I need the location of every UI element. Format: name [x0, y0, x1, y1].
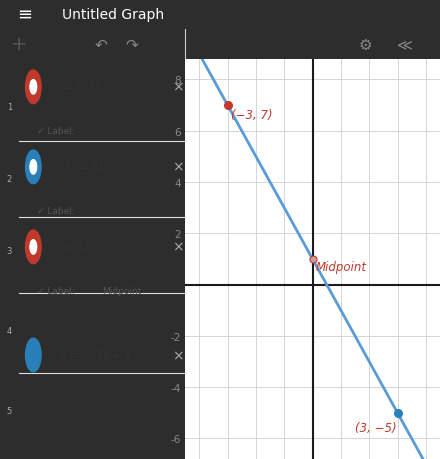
Circle shape	[26, 151, 41, 184]
Text: Untitled Graph: Untitled Graph	[62, 8, 164, 22]
Text: ⚙: ⚙	[359, 37, 372, 52]
Text: 4: 4	[7, 327, 12, 336]
Text: ✓ Label:: ✓ Label:	[37, 287, 75, 296]
Text: ≪: ≪	[397, 37, 413, 52]
Text: ×: ×	[172, 348, 183, 362]
Circle shape	[30, 240, 37, 255]
Text: $(3,-5)$: $(3,-5)$	[59, 160, 105, 175]
Text: ×: ×	[172, 241, 183, 254]
Text: $(0,1)$: $(0,1)$	[59, 240, 90, 255]
Text: Midpoint: Midpoint	[316, 261, 367, 274]
Text: $(-3,7)$: $(-3,7)$	[59, 80, 100, 95]
Text: ×: ×	[172, 161, 183, 174]
Text: 3: 3	[7, 247, 12, 256]
Text: ×: ×	[172, 81, 183, 95]
Text: ↷: ↷	[126, 37, 138, 52]
Text: 5: 5	[7, 407, 12, 415]
Text: $y=-2x+1$: $y=-2x+1$	[59, 347, 132, 363]
Text: +: +	[11, 35, 27, 54]
Text: (3, −5): (3, −5)	[355, 421, 396, 434]
Text: ✓ Label:: ✓ Label:	[37, 207, 75, 216]
Text: (−3, 7): (−3, 7)	[231, 109, 272, 122]
Circle shape	[26, 338, 41, 372]
Circle shape	[26, 71, 41, 104]
Circle shape	[30, 160, 37, 175]
Circle shape	[30, 80, 37, 95]
Text: ~: ~	[29, 350, 37, 360]
Text: 2: 2	[7, 175, 12, 184]
Text: ↶: ↶	[95, 37, 107, 52]
Text: ✓ Label:: ✓ Label:	[37, 127, 75, 136]
Circle shape	[26, 230, 41, 264]
Text: Midpoint: Midpoint	[102, 287, 141, 296]
Text: ≡: ≡	[18, 6, 33, 24]
Text: 1: 1	[7, 103, 12, 112]
